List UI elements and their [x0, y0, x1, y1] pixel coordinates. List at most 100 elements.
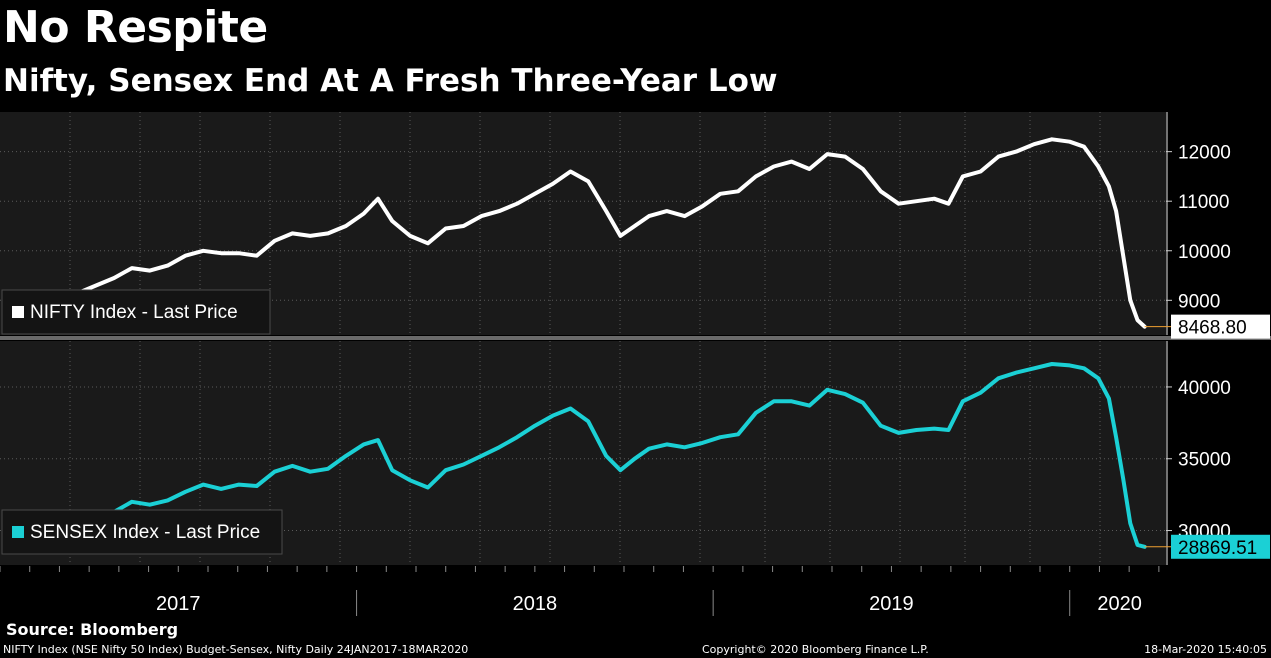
data-point-0-27 — [498, 210, 501, 212]
data-point-1-22 — [409, 479, 411, 482]
data-point-1-55 — [979, 391, 982, 394]
source-label: Source: Bloomberg — [6, 620, 179, 639]
data-point-1-12 — [238, 483, 240, 486]
data-point-1-63 — [1108, 397, 1110, 400]
data-point-1-64 — [1115, 436, 1117, 439]
data-point-1-9 — [184, 491, 187, 493]
panel-separator — [0, 336, 1271, 340]
data-point-0-42 — [755, 175, 757, 178]
data-point-0-47 — [844, 155, 846, 158]
footer-description: NIFTY Index (NSE Nifty 50 Index) Budget-… — [3, 643, 469, 656]
chart-svg: 9000 10000 11000 12000 8468.80 NIFTY Index - … — [0, 112, 1271, 616]
data-point-0-56 — [997, 155, 1000, 158]
data-point-1-41 — [737, 433, 739, 436]
data-point-1-57 — [1015, 371, 1017, 374]
legend-label-1: SENSEX Index - Last Price — [30, 522, 260, 543]
ytick-label-0-1: 10000 — [1178, 242, 1231, 263]
data-point-0-36 — [648, 215, 650, 217]
data-point-1-19 — [362, 443, 365, 446]
data-point-1-47 — [844, 393, 846, 395]
ytick-label-1-1: 35000 — [1178, 450, 1231, 471]
data-point-0-57 — [1015, 150, 1017, 153]
data-point-0-51 — [915, 200, 918, 202]
data-point-0-34 — [619, 235, 622, 237]
data-point-0-28 — [516, 202, 518, 205]
data-point-0-62 — [1097, 165, 1100, 168]
data-point-0-12 — [238, 252, 240, 254]
data-point-1-25 — [462, 463, 465, 466]
legend-box-0 — [1, 289, 271, 335]
data-point-0-43 — [773, 165, 775, 168]
data-point-1-17 — [327, 468, 329, 470]
data-point-0-48 — [862, 168, 864, 170]
data-point-0-60 — [1068, 140, 1071, 143]
data-point-1-15 — [291, 465, 294, 467]
data-point-1-10 — [202, 483, 204, 486]
data-point-1-30 — [551, 414, 554, 417]
data-point-1-59 — [1051, 363, 1053, 365]
legend-swatch-1 — [12, 526, 24, 538]
data-point-1-11 — [220, 488, 222, 490]
x-label-2020: 2020 — [1097, 593, 1142, 615]
data-point-1-46 — [826, 389, 829, 391]
data-point-1-54 — [962, 400, 964, 403]
data-point-1-33 — [605, 455, 607, 457]
data-point-0-49 — [879, 190, 882, 193]
data-point-1-48 — [862, 401, 864, 404]
data-point-1-6 — [131, 501, 133, 503]
legend-label-0: NIFTY Index - Last Price — [30, 302, 238, 323]
data-point-1-14 — [273, 470, 276, 473]
chart-subtitle: Nifty, Sensex End At A Fresh Three-Year … — [3, 63, 778, 99]
data-point-1-35 — [633, 457, 636, 460]
data-point-1-8 — [166, 499, 169, 502]
data-point-1-56 — [997, 377, 1000, 380]
data-point-0-55 — [979, 170, 982, 173]
data-point-0-23 — [427, 242, 429, 245]
data-point-0-37 — [666, 210, 668, 212]
data-point-0-35 — [633, 225, 636, 227]
data-point-1-34 — [619, 469, 622, 472]
data-point-1-29 — [534, 424, 536, 427]
x-label-2018: 2018 — [513, 593, 558, 615]
data-point-0-4 — [95, 284, 98, 287]
ytick-label-0-2: 11000 — [1178, 192, 1229, 213]
data-point-1-37 — [666, 443, 668, 446]
data-point-1-49 — [879, 424, 882, 427]
data-point-0-31 — [569, 170, 572, 173]
data-point-0-53 — [947, 202, 950, 205]
data-point-0-26 — [480, 215, 483, 217]
data-point-0-29 — [534, 193, 536, 195]
data-point-0-6 — [131, 267, 133, 269]
data-point-1-27 — [498, 446, 501, 449]
data-point-0-14 — [273, 240, 276, 242]
data-point-0-9 — [184, 254, 187, 257]
data-point-0-66 — [1129, 299, 1132, 302]
data-point-1-21 — [391, 469, 394, 472]
data-point-1-28 — [516, 436, 518, 439]
data-point-1-53 — [947, 429, 950, 431]
data-point-1-67 — [1136, 544, 1139, 546]
data-point-1-31 — [569, 407, 572, 410]
data-point-1-43 — [773, 400, 775, 403]
data-point-0-50 — [897, 202, 900, 205]
legend-box-1 — [1, 509, 283, 555]
data-point-1-42 — [755, 412, 757, 414]
data-point-0-41 — [737, 190, 739, 193]
last-price-label-0: 8468.80 — [1178, 318, 1247, 339]
x-axis-strip — [0, 566, 1271, 616]
data-point-1-24 — [444, 469, 447, 472]
data-point-1-20 — [377, 439, 379, 441]
data-point-0-33 — [605, 210, 607, 212]
data-point-0-46 — [826, 153, 829, 155]
data-point-0-52 — [933, 197, 935, 200]
data-point-0-25 — [462, 225, 465, 227]
data-point-0-65 — [1122, 254, 1124, 257]
data-point-0-30 — [551, 183, 554, 185]
data-point-0-45 — [808, 168, 811, 170]
data-point-0-10 — [202, 250, 204, 252]
data-point-0-15 — [291, 232, 294, 235]
data-point-1-23 — [427, 486, 429, 489]
data-point-0-16 — [309, 235, 312, 237]
data-point-1-40 — [719, 436, 722, 439]
data-point-1-45 — [808, 404, 811, 407]
